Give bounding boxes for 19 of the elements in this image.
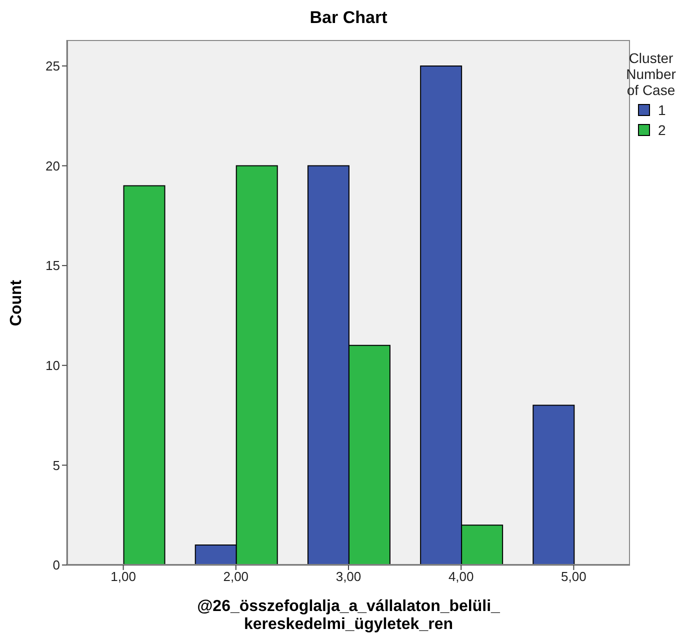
legend-title: Cluster Number of Case [626, 50, 676, 98]
y-tick-label: 5 [52, 458, 60, 473]
x-tick-label: 3,00 [336, 569, 362, 584]
x-tick-label: 4,00 [448, 569, 474, 584]
x-tick-label: 5,00 [561, 569, 586, 584]
y-axis-title: Count [8, 279, 26, 326]
y-tick-label: 15 [46, 258, 60, 274]
x-tick-label: 2,00 [223, 569, 249, 584]
bar [123, 185, 166, 565]
y-tick-label: 10 [46, 358, 60, 373]
y-tick-label: 0 [52, 558, 60, 573]
y-tick-label: 25 [46, 58, 60, 74]
legend-label: 1 [658, 102, 666, 118]
legend-label: 2 [658, 122, 666, 138]
bar [532, 404, 575, 565]
y-tick-label: 20 [46, 158, 60, 174]
chart-title: Bar Chart [308, 8, 388, 28]
x-tick-label: 1,00 [110, 569, 136, 584]
x-axis-title: @26_összefoglalja_a_vállalaton_belüli_ kereskedelmi_ügyletek_ren [196, 598, 501, 634]
